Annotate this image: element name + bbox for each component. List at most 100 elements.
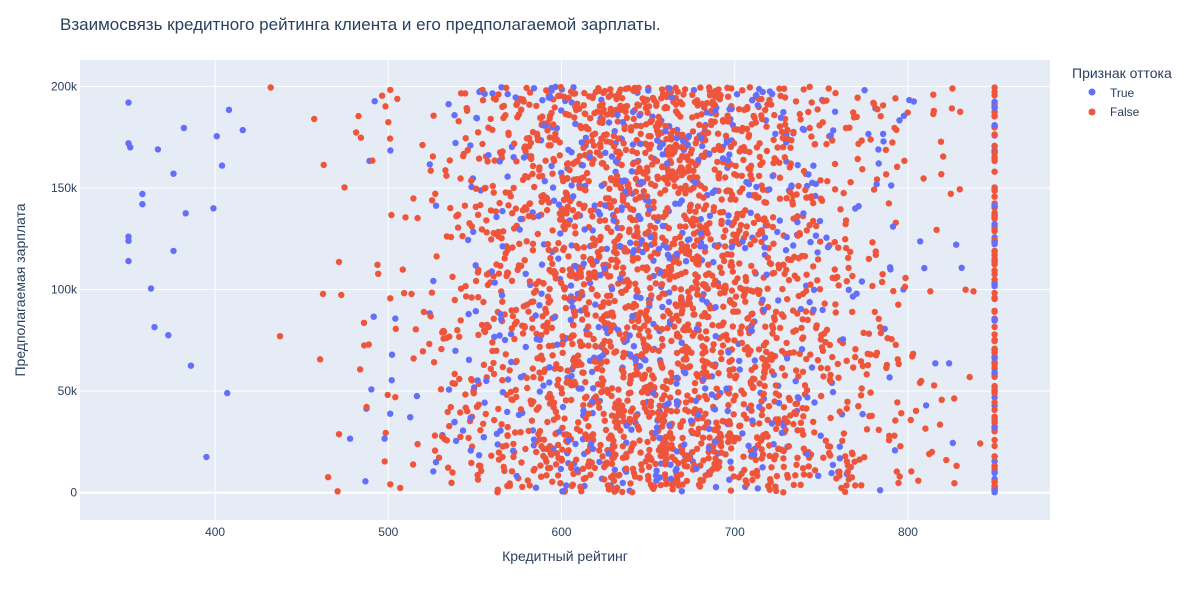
point-true <box>749 97 756 104</box>
point-false <box>369 157 376 164</box>
point-false <box>629 489 636 496</box>
point-false <box>498 235 505 242</box>
point-true <box>829 461 837 469</box>
point-true <box>587 440 595 447</box>
point-false <box>585 323 592 330</box>
point-false <box>601 217 609 224</box>
point-false <box>673 349 681 357</box>
point-false <box>551 136 559 143</box>
point-true <box>213 133 220 140</box>
point-false <box>755 172 763 180</box>
point-false <box>654 409 662 416</box>
point-false <box>701 185 708 192</box>
point-false <box>679 481 686 488</box>
point-false <box>719 252 726 260</box>
point-false <box>629 465 637 472</box>
point-false <box>651 240 658 247</box>
point-false <box>678 169 685 176</box>
point-false <box>659 414 666 421</box>
legend-label-true[interactable]: True <box>1110 86 1135 100</box>
point-true <box>515 411 523 418</box>
point-false <box>682 215 690 223</box>
point-false <box>884 335 891 342</box>
point-false <box>730 308 737 315</box>
point-true <box>637 140 644 148</box>
point-true <box>666 255 673 262</box>
point-false <box>991 453 998 460</box>
point-false <box>503 84 510 92</box>
point-false <box>631 416 638 423</box>
point-false <box>529 240 537 247</box>
point-false <box>865 255 873 263</box>
point-false <box>689 91 696 99</box>
point-false <box>490 189 497 196</box>
point-true <box>586 153 593 160</box>
point-false <box>549 170 556 177</box>
x-tick-label: 400 <box>205 525 225 539</box>
point-false <box>544 464 552 472</box>
point-true <box>753 91 760 99</box>
point-true <box>873 181 880 188</box>
point-false <box>658 335 666 343</box>
point-false <box>673 312 680 319</box>
point-false <box>593 365 601 372</box>
point-false <box>859 362 866 370</box>
legend[interactable]: Признак оттока True False <box>1072 65 1172 119</box>
point-false <box>744 315 751 322</box>
point-false <box>615 280 622 287</box>
point-true <box>728 244 735 251</box>
point-false <box>361 342 368 349</box>
point-false <box>510 140 518 147</box>
point-false <box>619 95 626 102</box>
point-false <box>521 257 528 264</box>
point-false <box>703 358 710 366</box>
point-false <box>756 140 763 147</box>
point-false <box>776 174 784 181</box>
point-false <box>799 404 806 412</box>
point-true <box>605 450 612 457</box>
point-false <box>758 227 765 234</box>
point-false <box>483 229 490 236</box>
point-false <box>834 360 841 368</box>
point-true <box>725 212 732 219</box>
point-false <box>545 342 553 350</box>
point-false <box>585 410 592 417</box>
point-false <box>766 442 773 449</box>
point-false <box>779 144 787 151</box>
point-false <box>668 453 676 461</box>
point-true <box>653 467 660 474</box>
point-false <box>510 440 517 448</box>
point-false <box>848 449 856 456</box>
point-false <box>653 99 660 107</box>
point-false <box>796 110 803 118</box>
point-false <box>873 176 881 183</box>
point-false <box>585 299 593 306</box>
point-false <box>514 266 521 273</box>
point-false <box>851 458 858 465</box>
point-true <box>637 179 644 186</box>
point-true <box>991 239 998 246</box>
point-false <box>564 175 571 182</box>
point-false <box>536 173 543 180</box>
point-true <box>726 151 733 158</box>
point-false <box>671 273 679 280</box>
point-false <box>658 325 666 333</box>
point-false <box>454 224 462 231</box>
point-false <box>690 173 697 181</box>
point-true <box>692 397 700 405</box>
legend-label-false[interactable]: False <box>1110 105 1140 119</box>
point-false <box>744 105 751 113</box>
point-false <box>470 388 477 395</box>
point-false <box>643 164 651 171</box>
point-false <box>488 452 495 459</box>
point-false <box>803 271 810 278</box>
point-false <box>991 399 998 406</box>
point-true <box>645 87 652 94</box>
point-false <box>722 227 729 234</box>
point-true <box>836 443 843 450</box>
point-false <box>793 191 800 198</box>
point-false <box>902 274 909 282</box>
point-false <box>650 214 658 221</box>
point-true <box>536 336 544 343</box>
point-false <box>821 300 828 307</box>
